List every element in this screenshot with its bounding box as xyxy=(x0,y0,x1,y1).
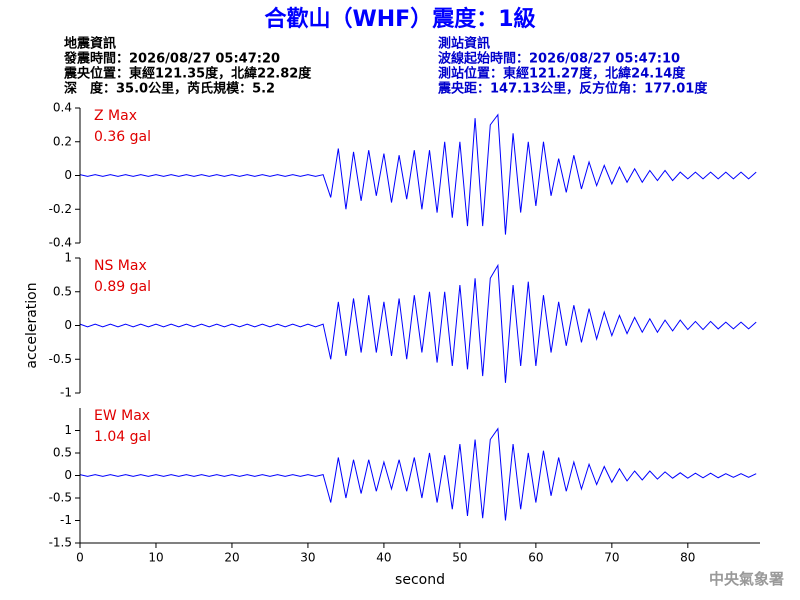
x-tick-label: 20 xyxy=(224,551,239,565)
waveform xyxy=(79,263,757,383)
y-tick-label: -1 xyxy=(60,386,72,400)
info-line: 深 度：35.0公里，芮氏規模：5.2 xyxy=(64,81,275,97)
x-tick-label: 0 xyxy=(76,551,84,565)
annotation: Z Max xyxy=(94,108,137,124)
annotation: 1.04 gal xyxy=(94,429,151,445)
x-axis-label: second xyxy=(395,572,445,588)
info-line: 測站位置：東經121.27度，北緯24.14度 xyxy=(438,66,686,82)
info-line: 發震時間：2026/08/27 05:47:20 xyxy=(63,51,280,67)
x-tick-label: 70 xyxy=(604,551,619,565)
y-tick-label: 0.2 xyxy=(53,134,72,148)
waveform xyxy=(79,427,757,521)
annotation: NS Max xyxy=(94,258,147,274)
y-tick-label: 1 xyxy=(64,423,72,437)
y-tick-label: -0.2 xyxy=(49,202,72,216)
info-line: 測站資訊 xyxy=(438,36,490,52)
y-tick-label: -1 xyxy=(60,513,72,527)
chart-title: 合歡山（WHF）震度：1級 xyxy=(264,6,535,32)
y-tick-label: 0 xyxy=(64,468,72,482)
y-tick-label: 0.4 xyxy=(53,101,72,115)
info-line: 波線起始時間：2026/08/27 05:47:10 xyxy=(438,51,680,67)
y-tick-label: 1 xyxy=(64,251,72,265)
y-tick-label: -0.5 xyxy=(49,352,72,366)
x-tick-label: 50 xyxy=(452,551,467,565)
y-tick-label: 0 xyxy=(64,168,72,182)
y-tick-label: -1.5 xyxy=(49,536,72,550)
waveform xyxy=(79,113,757,235)
footer: 中央氣象署 xyxy=(709,570,784,588)
y-tick-label: 0 xyxy=(64,318,72,332)
info-line: 震央位置：東經121.35度，北緯22.82度 xyxy=(63,66,312,82)
y-axis-label: acceleration xyxy=(24,282,40,368)
x-tick-label: 80 xyxy=(680,551,695,565)
annotation: 0.36 gal xyxy=(94,129,151,145)
y-tick-label: -0.4 xyxy=(49,236,72,250)
y-tick-label: 0.5 xyxy=(53,446,72,460)
y-tick-label: 0.5 xyxy=(53,284,72,298)
x-tick-label: 40 xyxy=(376,551,391,565)
info-line: 震央距：147.13公里，反方位角：177.01度 xyxy=(437,81,708,97)
y-tick-label: -0.5 xyxy=(49,491,72,505)
x-tick-label: 60 xyxy=(528,551,543,565)
annotation: EW Max xyxy=(94,408,150,424)
x-tick-label: 10 xyxy=(148,551,163,565)
info-line: 地震資訊 xyxy=(64,36,116,52)
annotation: 0.89 gal xyxy=(94,279,151,295)
x-tick-label: 30 xyxy=(300,551,315,565)
